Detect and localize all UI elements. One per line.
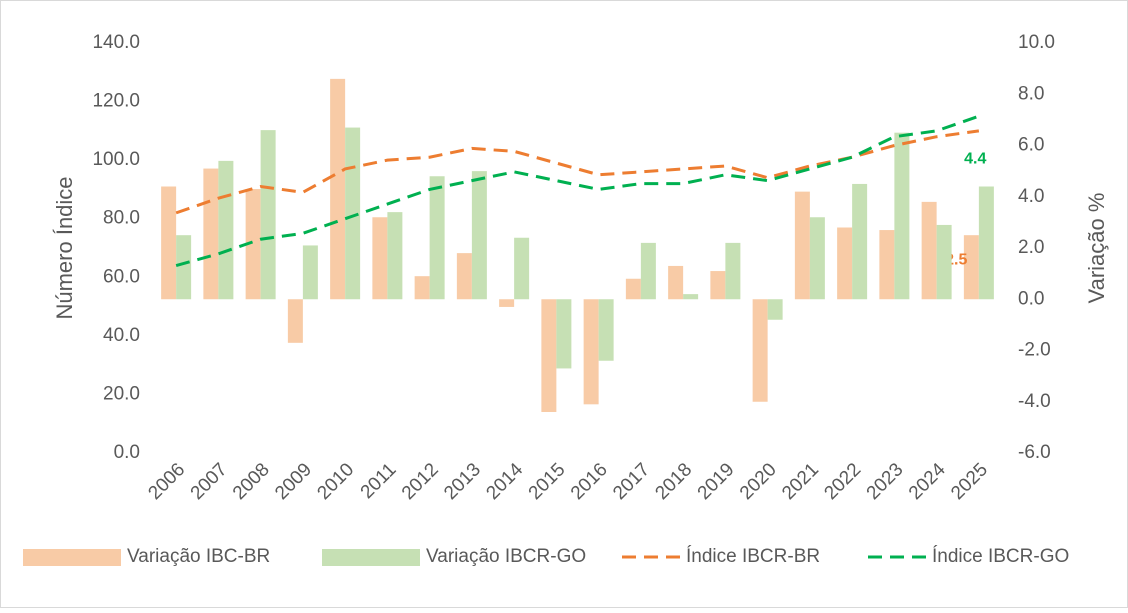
legend-label: Índice IBCR-BR	[686, 546, 820, 567]
bar	[414, 276, 430, 300]
legend-swatch	[322, 549, 420, 566]
y-tick-label: 100.0	[92, 149, 140, 170]
y2-tick-label: 10.0	[1018, 32, 1055, 53]
bar	[499, 299, 515, 307]
y2-tick-label: -4.0	[1018, 391, 1051, 412]
y-axis-label: Número Índice	[52, 176, 77, 319]
y-tick-label: 40.0	[103, 325, 140, 346]
y-tick-label: 20.0	[103, 383, 140, 404]
bar	[794, 191, 810, 300]
bar	[809, 217, 825, 300]
y2-tick-label: -6.0	[1018, 442, 1051, 463]
bar	[879, 230, 895, 300]
bar	[345, 127, 361, 300]
bar	[837, 227, 853, 300]
bar	[710, 271, 726, 300]
bar	[668, 265, 684, 300]
bar	[556, 299, 572, 369]
y-tick-label: 60.0	[103, 266, 140, 287]
bar	[625, 278, 641, 300]
y-tick-label: 80.0	[103, 208, 140, 229]
bar	[302, 245, 318, 300]
bar	[387, 212, 403, 300]
legend-label: Variação IBC-BR	[127, 546, 270, 567]
bar	[330, 78, 346, 300]
bar	[203, 168, 219, 300]
bar	[456, 253, 472, 300]
y-tick-label: 0.0	[114, 442, 140, 463]
bar	[752, 299, 768, 402]
bar	[514, 237, 530, 300]
bar	[767, 299, 783, 320]
bar	[176, 235, 192, 300]
bar	[583, 299, 599, 405]
bar	[161, 186, 177, 300]
bar	[598, 299, 614, 361]
bar	[852, 183, 868, 300]
bar	[921, 201, 937, 300]
y2-tick-label: -2.0	[1018, 340, 1051, 361]
y-tick-label: 120.0	[92, 91, 140, 112]
bar	[936, 224, 952, 300]
bar	[640, 242, 656, 300]
bar	[725, 242, 741, 300]
y2-tick-label: 8.0	[1018, 83, 1044, 104]
line	[175, 114, 980, 268]
legend-label: Índice IBCR-GO	[932, 546, 1069, 567]
bar	[372, 217, 388, 300]
bar	[963, 235, 979, 300]
bar	[894, 132, 910, 300]
bar	[429, 176, 445, 300]
y2-tick-label: 6.0	[1018, 135, 1044, 156]
data-label: 4.4	[964, 151, 986, 168]
bar	[471, 171, 487, 300]
y-tick-label: 140.0	[92, 32, 140, 53]
bar	[978, 186, 994, 300]
bar	[683, 294, 699, 300]
bar	[287, 299, 303, 343]
y2-tick-label: 0.0	[1018, 288, 1044, 309]
bar	[260, 130, 276, 300]
bar	[541, 299, 557, 412]
y2-tick-label: 2.0	[1018, 237, 1044, 258]
y2-axis-label: Variação %	[1084, 193, 1109, 304]
legend-label: Variação IBCR-GO	[426, 546, 586, 567]
y2-tick-label: 4.0	[1018, 186, 1044, 207]
legend-swatch	[23, 549, 121, 566]
bar	[245, 189, 261, 300]
bar	[218, 160, 234, 300]
